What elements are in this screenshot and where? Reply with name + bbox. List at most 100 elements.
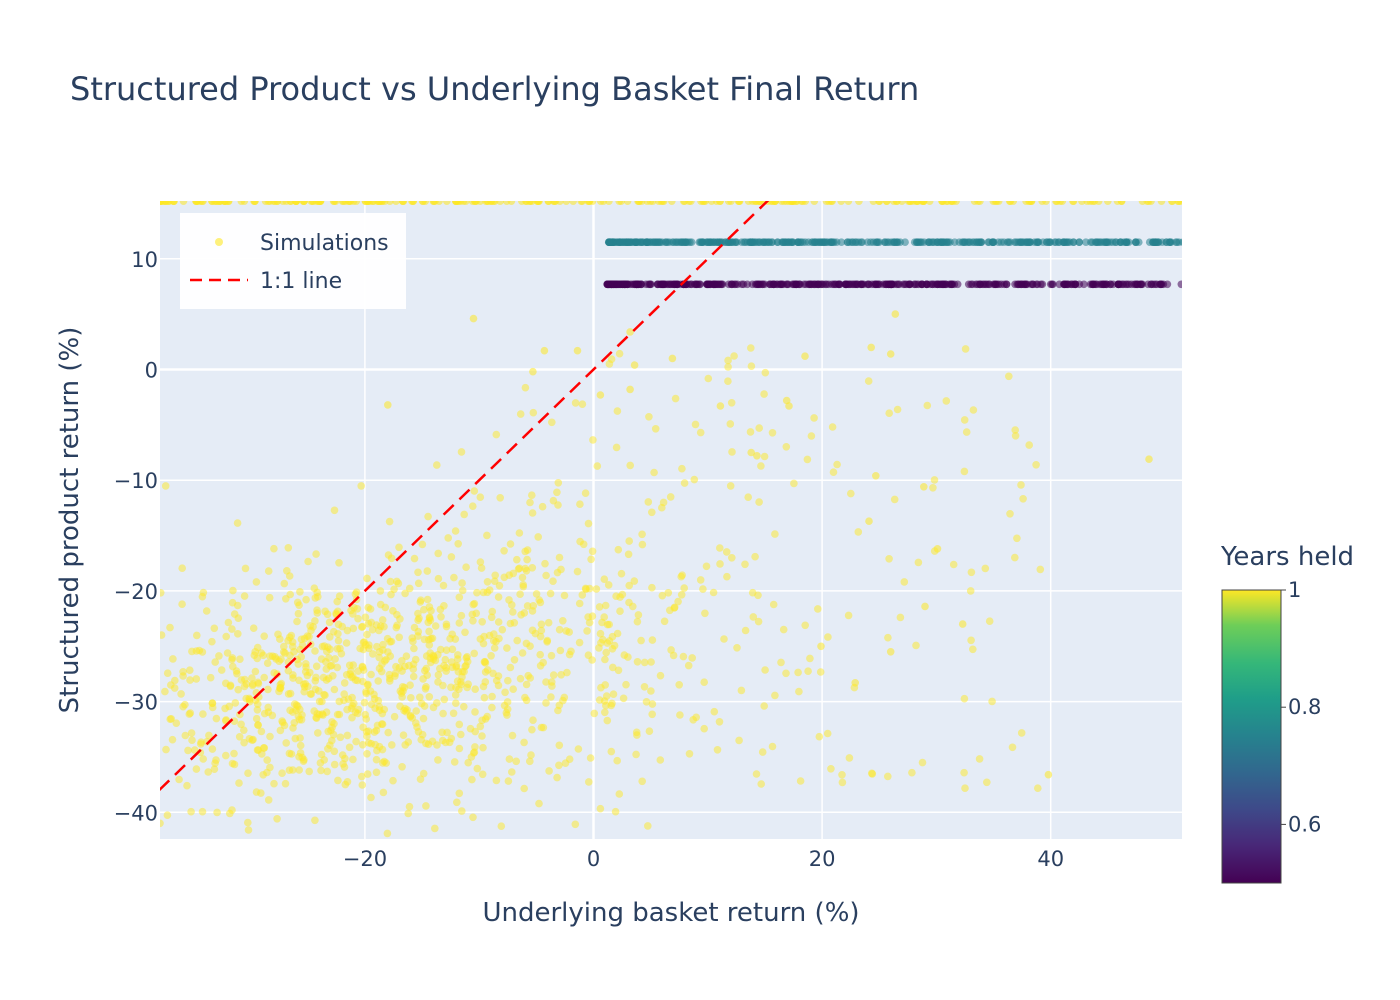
- data-point: [409, 201, 418, 205]
- data-point: [706, 238, 714, 246]
- data-point: [476, 201, 484, 205]
- data-point: [492, 430, 501, 439]
- data-point: [279, 648, 288, 656]
- data-point: [193, 631, 201, 640]
- data-point: [716, 201, 724, 205]
- data-point: [506, 663, 515, 672]
- data-point: [596, 804, 605, 813]
- data-point: [637, 636, 645, 645]
- data-point: [613, 629, 622, 638]
- data-point: [585, 584, 594, 593]
- data-point: [211, 658, 219, 666]
- data-point: [228, 806, 236, 814]
- data-point: [423, 567, 432, 575]
- x-tick-label: 20: [809, 847, 836, 871]
- data-point: [233, 601, 242, 610]
- data-point: [476, 722, 485, 731]
- data-point: [988, 697, 996, 706]
- data-point: [452, 661, 461, 670]
- data-point: [367, 670, 375, 679]
- data-point: [575, 638, 584, 647]
- data-point: [311, 647, 319, 655]
- data-point: [366, 687, 375, 695]
- data-point: [844, 201, 853, 205]
- data-point: [241, 675, 249, 684]
- data-point: [237, 201, 246, 205]
- data-point: [205, 731, 213, 740]
- data-point: [819, 238, 827, 246]
- data-point: [425, 603, 434, 611]
- data-point: [483, 588, 492, 597]
- data-point: [278, 769, 286, 777]
- data-point: [695, 238, 704, 246]
- data-point: [630, 361, 639, 369]
- data-point: [1069, 201, 1077, 205]
- data-point: [290, 719, 299, 727]
- data-point: [630, 577, 639, 585]
- data-point: [918, 758, 927, 767]
- data-point: [651, 425, 660, 433]
- data-point: [1114, 280, 1123, 289]
- y-tick-label: 10: [131, 248, 158, 272]
- data-point: [1036, 565, 1045, 574]
- data-point: [206, 673, 215, 682]
- data-point: [448, 645, 457, 654]
- data-point: [728, 554, 736, 562]
- data-point: [233, 519, 242, 527]
- data-point: [1011, 426, 1019, 434]
- data-point: [588, 547, 597, 556]
- data-point: [409, 665, 418, 673]
- data-point: [716, 402, 725, 410]
- data-point: [208, 703, 217, 712]
- data-point: [311, 594, 320, 602]
- data-point: [340, 763, 349, 771]
- data-point: [685, 750, 694, 758]
- data-point: [505, 571, 513, 579]
- data-point: [624, 653, 632, 661]
- data-point: [700, 678, 708, 686]
- data-point: [562, 627, 570, 635]
- data-point: [276, 726, 285, 735]
- data-point: [161, 482, 170, 490]
- data-point: [1059, 238, 1068, 246]
- data-point: [793, 238, 802, 246]
- legend[interactable]: Simulations 1:1 line: [180, 213, 406, 309]
- data-point: [625, 598, 633, 607]
- data-point: [312, 662, 321, 671]
- data-point: [1011, 432, 1020, 440]
- data-point: [557, 671, 565, 679]
- data-point: [889, 201, 898, 205]
- data-point: [184, 746, 192, 755]
- data-point: [650, 468, 658, 477]
- data-point: [655, 201, 663, 205]
- data-point: [177, 690, 185, 698]
- data-point: [559, 696, 567, 705]
- data-point: [307, 626, 315, 635]
- data-point: [483, 578, 492, 586]
- data-point: [626, 328, 634, 336]
- data-point: [276, 683, 285, 692]
- data-point: [608, 699, 616, 708]
- data-point: [162, 201, 171, 205]
- data-point: [441, 738, 450, 747]
- data-point: [311, 816, 319, 825]
- data-point: [584, 519, 593, 528]
- data-point: [760, 452, 769, 461]
- data-point: [442, 622, 451, 631]
- data-point: [537, 626, 546, 635]
- data-point: [178, 600, 186, 608]
- data-point: [429, 703, 438, 712]
- data-point: [656, 671, 665, 680]
- data-point: [560, 591, 569, 600]
- data-point: [252, 714, 261, 723]
- data-point: [896, 238, 904, 246]
- data-point: [379, 788, 388, 797]
- data-point: [1104, 201, 1112, 205]
- data-point: [382, 759, 391, 767]
- data-point: [758, 748, 767, 756]
- data-point: [477, 564, 486, 572]
- data-point: [920, 483, 928, 491]
- data-point: [715, 718, 724, 726]
- colorbar: Years held 0.6 0.8 1: [1220, 542, 1354, 884]
- data-point: [343, 705, 351, 714]
